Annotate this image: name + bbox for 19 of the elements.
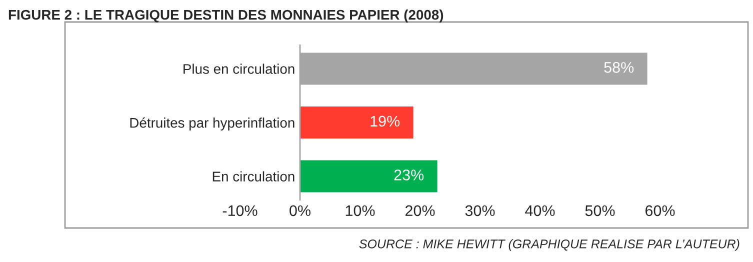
data-label: 23% [394,170,424,180]
source-note: SOURCE : MIKE HEWITT (GRAPHIQUE REALISE PAR L’AUTEUR) [359,239,740,251]
x-tick-label: 30% [465,205,495,216]
bar [299,51,649,86]
y-tick-label: Détruites par hyperinflation [130,117,294,130]
x-tick-label: 50% [585,205,615,216]
y-tick-label: Plus en circulation [184,64,294,74]
y-tick-label: En circulation [212,171,294,182]
bar [299,158,439,194]
bar [299,105,415,140]
x-tick-label: 10% [346,205,375,216]
data-label: 19% [370,116,400,127]
x-tick-label: 60% [645,205,675,216]
x-tick-label: 40% [525,205,555,216]
x-tick-label: 20% [405,205,435,216]
data-label: 58% [604,62,634,73]
x-tick-label: -10% [222,205,258,216]
x-tick-label: 0% [290,205,310,216]
chart-title: FIGURE 2 : LE TRAGIQUE DESTIN DES MONNAIES PAPIER (2008) [8,10,444,22]
